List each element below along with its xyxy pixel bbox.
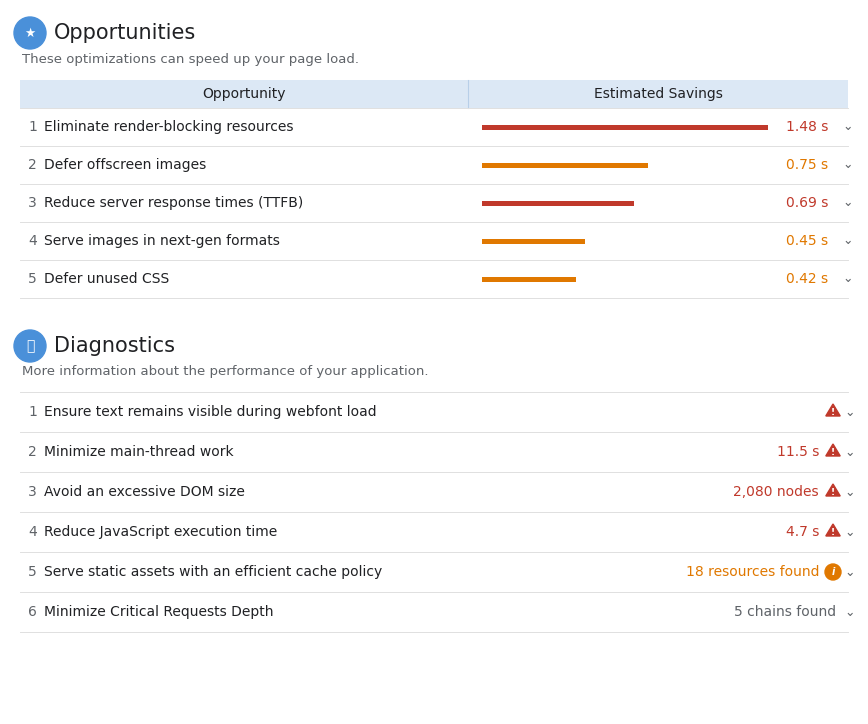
Polygon shape bbox=[825, 484, 840, 496]
Text: i: i bbox=[832, 567, 835, 577]
Circle shape bbox=[14, 17, 46, 49]
Text: 5 chains found: 5 chains found bbox=[733, 605, 836, 619]
Text: 0.42 s: 0.42 s bbox=[786, 272, 828, 286]
Text: Diagnostics: Diagnostics bbox=[54, 336, 175, 356]
Text: 0.45 s: 0.45 s bbox=[786, 234, 828, 248]
Text: 1.48 s: 1.48 s bbox=[786, 120, 828, 134]
Text: Avoid an excessive DOM size: Avoid an excessive DOM size bbox=[44, 485, 245, 499]
Text: Estimated Savings: Estimated Savings bbox=[594, 87, 722, 101]
Text: Minimize main-thread work: Minimize main-thread work bbox=[44, 445, 233, 459]
Text: 5: 5 bbox=[28, 565, 36, 579]
Text: 0.75 s: 0.75 s bbox=[786, 158, 828, 172]
Text: 1: 1 bbox=[28, 120, 36, 134]
Circle shape bbox=[14, 330, 46, 362]
Polygon shape bbox=[825, 444, 840, 456]
FancyBboxPatch shape bbox=[482, 277, 576, 282]
Text: 4.7 s: 4.7 s bbox=[786, 525, 819, 539]
Text: Defer unused CSS: Defer unused CSS bbox=[44, 272, 169, 286]
Text: Eliminate render-blocking resources: Eliminate render-blocking resources bbox=[44, 120, 293, 134]
FancyBboxPatch shape bbox=[20, 80, 848, 108]
Circle shape bbox=[825, 564, 841, 580]
FancyBboxPatch shape bbox=[482, 163, 648, 168]
Text: !: ! bbox=[831, 528, 835, 537]
Text: These optimizations can speed up your page load.: These optimizations can speed up your pa… bbox=[22, 54, 359, 67]
Text: 18 resources found: 18 resources found bbox=[686, 565, 819, 579]
Text: ★: ★ bbox=[24, 27, 36, 40]
Text: Serve images in next-gen formats: Serve images in next-gen formats bbox=[44, 234, 279, 248]
Text: !: ! bbox=[831, 408, 835, 417]
Text: 1: 1 bbox=[28, 405, 36, 419]
Text: ⌄: ⌄ bbox=[843, 272, 853, 285]
Text: Reduce JavaScript execution time: Reduce JavaScript execution time bbox=[44, 525, 277, 539]
Text: 4: 4 bbox=[28, 525, 36, 539]
Text: More information about the performance of your application.: More information about the performance o… bbox=[22, 366, 429, 379]
Text: ⌄: ⌄ bbox=[845, 405, 855, 418]
Text: ⌄: ⌄ bbox=[845, 486, 855, 499]
Text: 2: 2 bbox=[28, 445, 36, 459]
Text: ⌄: ⌄ bbox=[843, 120, 853, 133]
Text: ⌄: ⌄ bbox=[843, 159, 853, 172]
Text: Opportunity: Opportunity bbox=[202, 87, 286, 101]
Text: 2: 2 bbox=[28, 158, 36, 172]
Polygon shape bbox=[825, 404, 840, 416]
Text: Ensure text remains visible during webfont load: Ensure text remains visible during webfo… bbox=[44, 405, 377, 419]
Text: Opportunities: Opportunities bbox=[54, 23, 196, 43]
Text: 5: 5 bbox=[28, 272, 36, 286]
Text: 3: 3 bbox=[28, 485, 36, 499]
Polygon shape bbox=[825, 524, 840, 536]
Text: 0.69 s: 0.69 s bbox=[786, 196, 828, 210]
FancyBboxPatch shape bbox=[482, 239, 585, 244]
Text: !: ! bbox=[831, 488, 835, 497]
Text: Reduce server response times (TTFB): Reduce server response times (TTFB) bbox=[44, 196, 303, 210]
Text: 6: 6 bbox=[28, 605, 36, 619]
FancyBboxPatch shape bbox=[482, 201, 634, 206]
Text: ⌄: ⌄ bbox=[845, 526, 855, 539]
Text: ⌄: ⌄ bbox=[845, 565, 855, 578]
Text: ⌄: ⌄ bbox=[845, 605, 855, 618]
Text: !: ! bbox=[831, 448, 835, 457]
Text: 11.5 s: 11.5 s bbox=[777, 445, 819, 459]
Text: 3: 3 bbox=[28, 196, 36, 210]
Text: 2,080 nodes: 2,080 nodes bbox=[733, 485, 819, 499]
Text: Minimize Critical Requests Depth: Minimize Critical Requests Depth bbox=[44, 605, 273, 619]
FancyBboxPatch shape bbox=[482, 125, 768, 130]
Text: 4: 4 bbox=[28, 234, 36, 248]
Text: Defer offscreen images: Defer offscreen images bbox=[44, 158, 207, 172]
Text: ⌄: ⌄ bbox=[845, 445, 855, 458]
Text: ⧉: ⧉ bbox=[26, 339, 34, 353]
Text: ⌄: ⌄ bbox=[843, 235, 853, 248]
Text: ⌄: ⌄ bbox=[843, 196, 853, 209]
Text: Serve static assets with an efficient cache policy: Serve static assets with an efficient ca… bbox=[44, 565, 382, 579]
